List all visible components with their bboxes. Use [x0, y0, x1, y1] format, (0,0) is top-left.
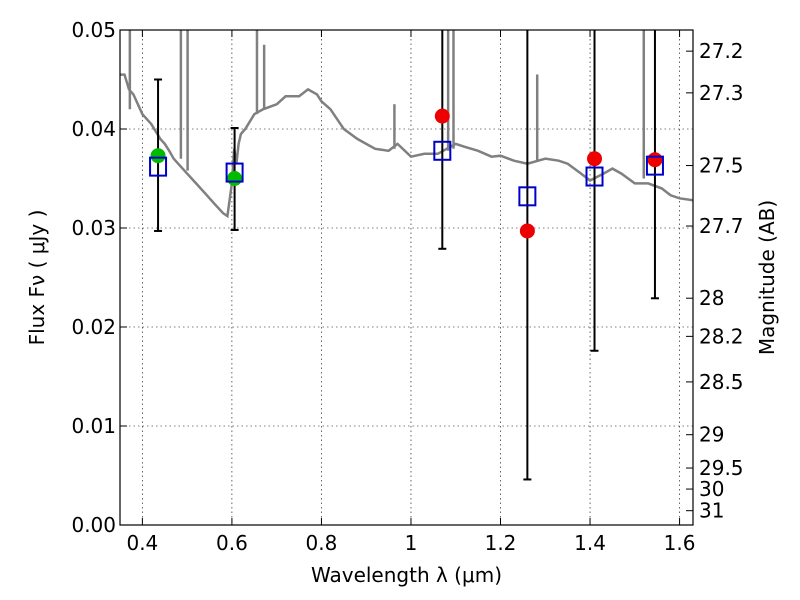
model-spectrum-line	[120, 73, 693, 219]
x-tick-label: 0.4	[126, 531, 158, 555]
x-axis-label: Wavelength λ (μm)	[311, 563, 502, 587]
y-tick-label: 0.05	[71, 18, 116, 42]
mag-tick-label: 27.2	[699, 39, 744, 63]
y-axis-label: Flux Fν ( μJy )	[25, 210, 49, 346]
y2-axis-label: Magnitude (AB)	[755, 200, 779, 355]
x-tick-label: 1.4	[574, 531, 606, 555]
mag-tick-label: 29	[699, 423, 724, 447]
data-point-green	[227, 171, 243, 186]
mag-tick-label: 27.5	[699, 154, 744, 178]
mag-tick-label: 28.2	[699, 324, 744, 348]
y-tick-label: 0.03	[71, 216, 116, 240]
y-tick-label: 0.00	[71, 513, 116, 537]
data-point-red	[587, 151, 603, 167]
data-point-red	[647, 152, 663, 168]
data-point-square	[585, 166, 604, 187]
ticks: 0.4 0.6 0.8 1 1.2 1.4 1.6 0.00 0.01 0.02 0.03 0.04 0…	[71, 18, 743, 555]
data-point-square	[518, 186, 537, 207]
mag-tick-label: 27.7	[699, 214, 744, 238]
y-tick-label: 0.04	[71, 117, 116, 141]
mag-tick-label: 31	[699, 499, 724, 523]
data-point-red	[434, 108, 450, 124]
plot-frame	[119, 29, 694, 526]
data-point-square	[225, 162, 244, 183]
mag-tick-label: 28	[699, 286, 724, 310]
mag-tick-label: 28.5	[699, 370, 744, 394]
data-point-square	[645, 155, 664, 176]
model-spectrum	[120, 30, 693, 219]
markers	[149, 108, 664, 239]
mag-tick-label: 29.5	[699, 456, 744, 480]
y-tick-label: 0.02	[71, 315, 116, 339]
x-tick-label: 0.8	[306, 531, 338, 555]
data-point-green	[150, 148, 166, 164]
x-tick-label: 1.6	[664, 531, 696, 555]
data-point-square	[149, 156, 168, 177]
x-tick-label: 1.2	[485, 531, 517, 555]
mag-tick-label: 27.3	[699, 81, 744, 105]
data-point-red	[519, 223, 535, 239]
y-tick-label: 0.01	[71, 414, 116, 438]
x-tick-label: 1	[405, 531, 418, 555]
mag-tick-label: 30	[699, 477, 724, 501]
x-tick-label: 0.6	[216, 531, 248, 555]
data-point-square	[433, 140, 452, 161]
